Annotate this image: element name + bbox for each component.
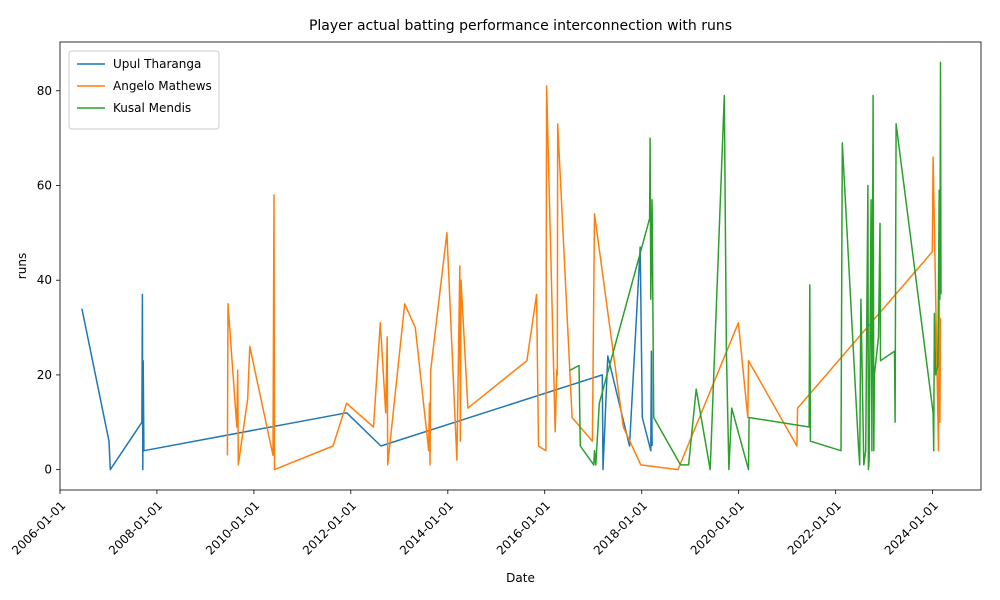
chart-title: Player actual batting performance interc… — [309, 18, 732, 34]
legend: Upul Tharanga Angelo Mathews Kusal Mendis — [68, 50, 220, 130]
y-tick-label: 0 — [44, 463, 52, 477]
legend-box — [68, 50, 220, 130]
y-tick-label: 80 — [37, 84, 52, 98]
y-axis-label: runs — [15, 253, 29, 279]
series-layer — [81, 61, 942, 471]
y-tick-label: 20 — [37, 368, 52, 382]
y-tick-label: 60 — [37, 178, 52, 192]
legend-entry: Kusal Mendis — [113, 101, 191, 115]
series-line-1 — [81, 246, 653, 471]
y-tick-label: 40 — [37, 273, 52, 287]
legend-entry: Angelo Mathews — [113, 79, 212, 93]
x-axis-label: Date — [506, 571, 535, 585]
series-line-2 — [226, 85, 942, 471]
series-line-3 — [569, 61, 942, 471]
y-axis: 0 20 40 60 80 — [37, 84, 60, 477]
plot-frame — [59, 41, 982, 491]
legend-entry: Upul Tharanga — [113, 57, 201, 71]
